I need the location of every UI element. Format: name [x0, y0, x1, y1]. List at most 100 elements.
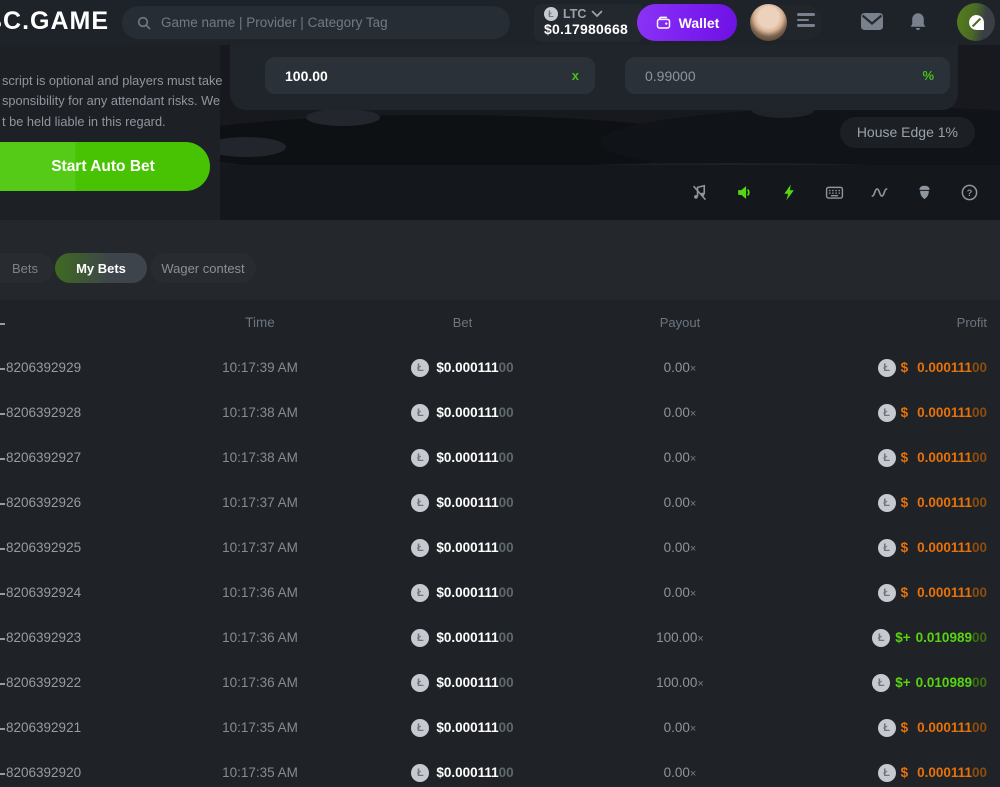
bets-tabs-strip: Bets My Bets Wager contest	[0, 220, 1000, 300]
bet-row[interactable]: 8206392925 10:17:37 AM Ł $0.00011100 0.0…	[0, 525, 1000, 570]
win-chance-input[interactable]	[645, 67, 915, 84]
bet-time: 10:17:38 AM	[222, 450, 298, 465]
bet-time: 10:17:36 AM	[222, 630, 298, 645]
chat-toggle[interactable]	[957, 3, 995, 41]
user-menu-lines-icon[interactable]	[797, 13, 815, 27]
payout-multiplier: 0.00×	[663, 450, 697, 465]
ltc-coin-icon: Ł	[877, 448, 896, 467]
wallet-label: Wallet	[678, 14, 720, 31]
bet-amount-cell: Ł $0.00011100	[340, 358, 585, 377]
notifications-bell-icon[interactable]	[906, 11, 930, 33]
header-bet: Bet	[452, 315, 473, 330]
profit-cell: Ł $0.00011100	[775, 538, 1000, 557]
multiplier-x-suffix[interactable]: x	[571, 68, 579, 83]
tab-all-bets[interactable]: Bets	[0, 253, 54, 283]
bet-amount-cell: Ł $0.00011100	[340, 583, 585, 602]
bet-row[interactable]: 8206392920 10:17:35 AM Ł $0.00011100 0.0…	[0, 750, 1000, 787]
bet-id: 8206392923	[0, 630, 180, 645]
profit-cell: Ł $0.00011100	[775, 763, 1000, 782]
bet-row[interactable]: 8206392927 10:17:38 AM Ł $0.00011100 0.0…	[0, 435, 1000, 480]
game-canvas-area: x % House Edge 1% ?	[220, 45, 1000, 220]
profit-cell: Ł $0.00011100	[775, 448, 1000, 467]
bet-id: 8206392926	[0, 495, 180, 510]
ltc-coin-icon: Ł	[877, 493, 896, 512]
bet-amount-cell: Ł $0.00011100	[340, 493, 585, 512]
bet-time: 10:17:38 AM	[222, 405, 298, 420]
payout-multiplier: 0.00×	[663, 540, 697, 555]
profit-cell: Ł $0.00011100	[775, 358, 1000, 377]
bet-row[interactable]: 8206392924 10:17:36 AM Ł $0.00011100 0.0…	[0, 570, 1000, 615]
ltc-coin-icon: Ł	[411, 493, 430, 512]
bet-amount-input[interactable]	[285, 67, 564, 84]
tab-my-bets[interactable]: My Bets	[55, 253, 147, 283]
ltc-coin-icon: Ł	[411, 403, 430, 422]
muted-music-icon[interactable]	[690, 183, 709, 202]
bet-controls-panel: x %	[230, 45, 958, 110]
ltc-coin-icon: Ł	[411, 583, 430, 602]
help-icon[interactable]: ?	[960, 183, 979, 202]
bet-time: 10:17:35 AM	[222, 720, 298, 735]
start-auto-bet-button[interactable]: Start Auto Bet	[0, 142, 210, 191]
svg-text:?: ?	[967, 188, 973, 198]
header-id	[0, 315, 180, 330]
bet-id: 8206392925	[0, 540, 180, 555]
chat-bubble-icon	[968, 14, 984, 30]
percent-suffix[interactable]: %	[922, 68, 934, 83]
bet-amount-cell: Ł $0.00011100	[340, 718, 585, 737]
seed-icon[interactable]	[915, 183, 934, 202]
ltc-coin-icon: Ł	[877, 403, 896, 422]
bet-row[interactable]: 8206392923 10:17:36 AM Ł $0.00011100 100…	[0, 615, 1000, 660]
canvas-pebble-shape	[220, 137, 286, 157]
bet-id: 8206392922	[0, 675, 180, 690]
currency-balance-selector[interactable]: Ł LTC $0.17980668	[534, 4, 644, 42]
win-chance-field[interactable]: %	[625, 57, 950, 94]
bet-row[interactable]: 8206392922 10:17:36 AM Ł $0.00011100 100…	[0, 660, 1000, 705]
bet-id: 8206392921	[0, 720, 180, 735]
game-toolbar: ?	[220, 165, 1000, 220]
ltc-coin-icon: Ł	[872, 628, 891, 647]
bet-row[interactable]: 8206392921 10:17:35 AM Ł $0.00011100 0.0…	[0, 705, 1000, 750]
ltc-coin-icon: Ł	[411, 718, 430, 737]
header-payout: Payout	[659, 315, 701, 330]
profit-cell: Ł $+ 0.01098900	[775, 628, 1000, 647]
sound-on-icon[interactable]	[735, 183, 754, 202]
ltc-coin-icon: Ł	[411, 628, 430, 647]
payout-multiplier: 100.00×	[656, 630, 704, 645]
ltc-coin-icon: Ł	[411, 448, 430, 467]
search-input[interactable]	[161, 15, 496, 30]
ltc-coin-icon: Ł	[411, 358, 430, 377]
ltc-coin-icon: Ł	[872, 673, 891, 692]
ltc-coin-icon: Ł	[411, 763, 430, 782]
payout-multiplier: 0.00×	[663, 585, 697, 600]
game-search-bar[interactable]	[122, 6, 510, 39]
wallet-button[interactable]: Wallet	[637, 4, 737, 41]
site-logo[interactable]: BC.GAME	[0, 7, 110, 35]
turbo-bolt-icon[interactable]	[780, 183, 799, 202]
bet-amount-field[interactable]: x	[265, 57, 595, 94]
bet-time: 10:17:37 AM	[222, 540, 298, 555]
user-avatar[interactable]	[750, 4, 787, 41]
mail-icon[interactable]	[860, 11, 884, 33]
profit-cell: Ł $+ 0.01098900	[775, 673, 1000, 692]
my-bets-table: Time Bet Payout Profit 8206392929 10:17:…	[0, 300, 1000, 787]
tab-wager-contest[interactable]: Wager contest	[150, 253, 256, 283]
ltc-coin-icon: Ł	[877, 358, 896, 377]
bet-time: 10:17:36 AM	[222, 585, 298, 600]
bet-row[interactable]: 8206392926 10:17:37 AM Ł $0.00011100 0.0…	[0, 480, 1000, 525]
ltc-coin-icon: Ł	[877, 538, 896, 557]
autobet-sidebar-panel: script is optional and players must take…	[0, 45, 223, 220]
hotkeys-keyboard-icon[interactable]	[825, 183, 844, 202]
chevron-down-icon	[592, 10, 603, 18]
bet-row[interactable]: 8206392928 10:17:38 AM Ł $0.00011100 0.0…	[0, 390, 1000, 435]
ltc-coin-icon: Ł	[411, 673, 430, 692]
bet-time: 10:17:36 AM	[222, 675, 298, 690]
payout-multiplier: 0.00×	[663, 720, 697, 735]
payout-multiplier: 0.00×	[663, 405, 697, 420]
profit-cell: Ł $0.00011100	[775, 718, 1000, 737]
bet-id: 8206392920	[0, 765, 180, 780]
bet-row[interactable]: 8206392929 10:17:39 AM Ł $0.00011100 0.0…	[0, 345, 1000, 390]
bet-id: 8206392924	[0, 585, 180, 600]
bet-amount-cell: Ł $0.00011100	[340, 628, 585, 647]
live-stats-icon[interactable]	[870, 183, 889, 202]
search-icon	[137, 16, 151, 30]
